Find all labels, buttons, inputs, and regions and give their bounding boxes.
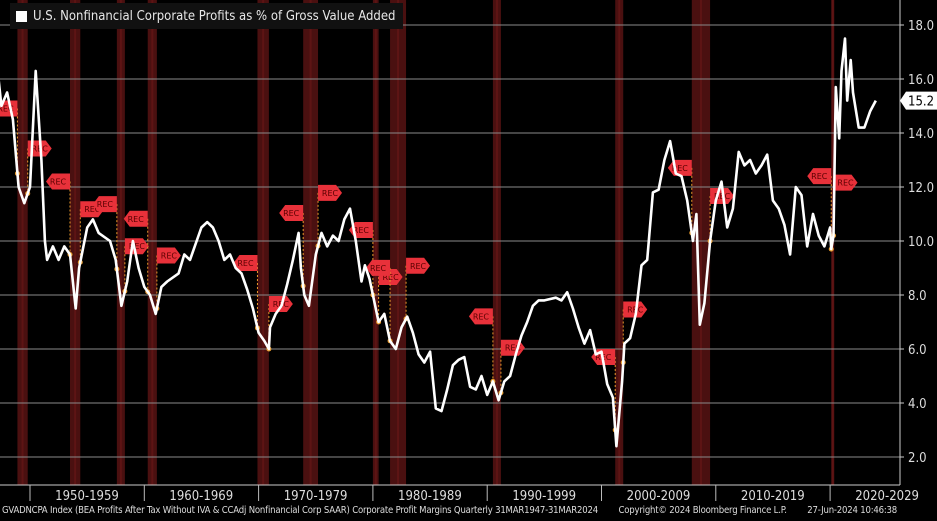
y-tick-label: 2.0 <box>908 451 927 466</box>
recession-marker-flag <box>366 259 391 276</box>
recession-marker-flag <box>406 257 431 274</box>
y-tick-label: 18.0 <box>908 19 934 34</box>
recession-marker-label: REC <box>837 179 854 188</box>
recession-band-center <box>309 0 312 485</box>
x-tick-label: 2020-2029 <box>855 489 919 504</box>
y-tick-label: 8.0 <box>908 289 927 304</box>
x-tick-label: 1980-1989 <box>398 489 462 504</box>
recession-marker-label: REC <box>370 264 387 273</box>
y-tick-label: 6.0 <box>908 343 927 358</box>
x-tick-label: 2010-2019 <box>741 489 805 504</box>
recession-band-center <box>397 0 400 485</box>
y-tick-label: 10.0 <box>908 235 934 250</box>
recession-marker-flag <box>46 173 71 190</box>
recession-marker-label: REC <box>505 344 522 353</box>
x-tick-label: 1970-1979 <box>284 489 348 504</box>
x-tick-label: 1960-1969 <box>169 489 233 504</box>
x-tick-label: 1950-1959 <box>55 489 119 504</box>
recession-band-center <box>21 0 24 485</box>
recession-marker-label: REC <box>84 205 101 214</box>
footer-copyright: Copyright© 2024 Bloomberg Finance L.P. <box>618 505 787 516</box>
recession-marker-flag <box>233 254 258 271</box>
recession-marker-label: REC <box>128 215 145 224</box>
recession-band-center <box>495 0 498 485</box>
recession-marker-label: REC <box>473 312 490 321</box>
recession-marker-label: REC <box>322 189 339 198</box>
recession-marker-label: REC <box>97 200 114 209</box>
recession-marker-flag <box>833 174 858 191</box>
recession-marker-label: REC <box>50 178 67 187</box>
recession-marker-flag <box>279 205 304 221</box>
recession-band-center <box>262 0 265 485</box>
recession-marker-label: REC <box>161 252 178 261</box>
last-value-badge <box>900 91 937 110</box>
recession-marker-label: REC <box>672 164 689 173</box>
recession-marker-label: REC <box>129 242 146 251</box>
recession-marker-flag <box>807 168 832 185</box>
footer: GVADNCPA Index (BEA Profits After Tax Wi… <box>2 505 897 516</box>
recession-band-center <box>74 0 77 485</box>
recession-band-center <box>699 0 702 485</box>
recession-marker-flag <box>156 247 181 264</box>
footer-timestamp: 27-Jun-2024 10:46:38 <box>807 505 898 516</box>
y-tick-label: 14.0 <box>908 127 934 142</box>
recession-marker-flag <box>468 308 493 325</box>
last-value-label: 15.2 <box>908 95 934 110</box>
recession-marker-label: REC <box>237 259 254 268</box>
x-tick-label: 2000-2009 <box>627 489 691 504</box>
recession-marker-flag <box>123 210 148 227</box>
x-tick-label: 1990-1999 <box>512 489 576 504</box>
recession-band-center <box>119 0 122 485</box>
recession-marker-flag <box>0 100 18 117</box>
footer-source: GVADNCPA Index (BEA Profits After Tax Wi… <box>2 505 598 516</box>
recession-marker-label: REC <box>811 172 828 181</box>
recession-band-center <box>151 0 154 485</box>
legend-swatch <box>16 10 27 22</box>
recession-marker-label: REC <box>383 273 400 282</box>
recession-marker-flag <box>318 184 343 201</box>
legend: U.S. Nonfinancial Corporate Profits as %… <box>10 3 404 29</box>
recession-marker-label: REC <box>0 105 14 114</box>
recession-marker-label: REC <box>353 226 370 235</box>
recession-band-center <box>618 0 621 485</box>
recession-band-center <box>374 0 377 485</box>
recession-marker-label: REC <box>410 262 427 271</box>
series-line <box>0 37 877 448</box>
legend-label: U.S. Nonfinancial Corporate Profits as %… <box>33 8 396 24</box>
recession-marker-label: REC <box>283 209 300 218</box>
recession-marker-flag <box>92 196 117 213</box>
y-tick-label: 4.0 <box>908 397 927 412</box>
y-tick-label: 12.0 <box>908 181 934 196</box>
y-tick-label: 16.0 <box>908 73 934 88</box>
